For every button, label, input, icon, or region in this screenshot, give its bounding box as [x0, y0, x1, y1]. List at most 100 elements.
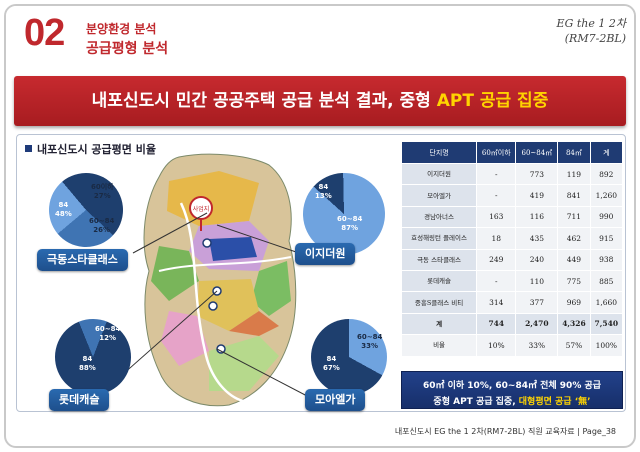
summary-line2: 중형 APT 공급 집중, 대형평면 공급 ‘無’	[402, 391, 622, 407]
table-cell: 744	[476, 312, 517, 336]
section-title: 공급평형 분석	[86, 41, 169, 57]
connector-line	[216, 348, 310, 398]
pie-slice-label: 60이하 27%	[91, 183, 114, 200]
section-subtitle: 분양환경 분석	[86, 22, 157, 36]
zone-public	[209, 237, 257, 261]
table-cell: 116	[515, 205, 559, 229]
pie-slice-label: 84 48%	[55, 201, 72, 218]
table-cell: 711	[557, 205, 591, 229]
table-cell: 비율	[400, 334, 478, 357]
table-row: 롯데캐슬 - 110 775 885	[400, 269, 624, 293]
site-label-moaelga[interactable]: 모아엘가	[305, 389, 366, 411]
table-cell: 4,326	[557, 312, 591, 336]
table-cell: 377	[515, 291, 559, 314]
connector-lines	[112, 212, 310, 398]
table-row: 모아엘가 - 419 841 1,260	[400, 184, 624, 207]
table-header: 계	[589, 141, 624, 164]
main-road	[179, 202, 244, 403]
table-row: 이지더원 - 773 119 892	[400, 162, 624, 186]
table-cell: 435	[515, 227, 559, 250]
table-row: 극동 스타클래스 249 240 449 938	[400, 248, 624, 271]
table-cell: 892	[589, 162, 624, 186]
table-cell: 119	[557, 162, 591, 186]
table-cell: 경남아너스	[400, 205, 478, 229]
complex-point-icon[interactable]	[208, 301, 218, 311]
table-cell: 18	[476, 227, 517, 250]
pie-slice-label: 84 67%	[323, 355, 340, 372]
summary-box: 60㎡ 이하 10%, 60~84㎡ 전체 90% 공급 중형 APT 공급 집…	[401, 371, 623, 409]
pie-slice-label: 60~84 33%	[357, 333, 383, 350]
table-cell: 462	[557, 227, 591, 250]
table-row: 효성해링턴 플레이스 18 435 462 915	[400, 227, 624, 250]
summary-line1: 60㎡ 이하 10%, 60~84㎡ 전체 90% 공급	[422, 381, 602, 391]
content-panel: 내포신도시 공급평면 비율 사업지	[16, 134, 626, 412]
connector-line	[112, 290, 218, 384]
site-label-lottecastle[interactable]: 롯데캐슬	[49, 389, 110, 411]
table-header: 84㎡	[557, 141, 591, 164]
table-header-row: 단지명 60㎡이하 60~84㎡ 84㎡ 계	[400, 141, 624, 164]
table-cell: -	[476, 162, 517, 186]
table-cell: 163	[476, 205, 517, 229]
table-cell: 1,660	[589, 291, 624, 314]
headline-highlight: APT 공급 집중	[436, 91, 549, 111]
table-cell: 57%	[557, 334, 591, 357]
slide-page: 02 분양환경 분석 공급평형 분석 EG the 1 2차 (RM7-2BL)…	[4, 4, 636, 448]
table-row: 경남아너스 163 116 711 990	[400, 205, 624, 229]
table-cell: 885	[589, 269, 624, 293]
slide-header: 02 분양환경 분석 공급평형 분석 EG the 1 2차 (RM7-2BL)	[6, 6, 634, 66]
headline-banner: 내포신도시 민간 공공주택 공급 분석 결과, 중형 APT 공급 집중	[14, 76, 626, 126]
zone-mixed-sw	[161, 311, 209, 366]
pie-slice-label: 84 13%	[315, 183, 332, 200]
pie-slice-label: 60~84 87%	[337, 215, 363, 232]
table-cell: 249	[476, 248, 517, 271]
table-total-row: 계 744 2,470 4,326 7,540	[400, 312, 624, 336]
table-cell: 969	[557, 291, 591, 314]
panel-title: 내포신도시 공급평면 비율	[25, 141, 156, 157]
connector-line	[216, 224, 300, 254]
table-cell: 이지더원	[400, 162, 478, 186]
table-header: 단지명	[400, 141, 478, 164]
zone-park-west	[151, 246, 199, 301]
summary-highlight: 대형평면 공급 ‘無’	[518, 397, 591, 407]
pie-chart-moaelga	[311, 319, 387, 395]
table-cell: 240	[515, 248, 559, 271]
table-cell: 2,470	[515, 312, 559, 336]
pie-slice-label: 84 88%	[79, 355, 96, 372]
table-cell: 938	[589, 248, 624, 271]
complex-point-icon[interactable]	[202, 238, 212, 248]
table-cell: 33%	[515, 334, 559, 357]
bullet-square-icon	[25, 145, 32, 152]
table-cell: 775	[557, 269, 591, 293]
project-name-line2: (RM7-2BL)	[564, 32, 626, 45]
table-cell: 극동 스타클래스	[400, 248, 478, 271]
table-cell: 100%	[589, 334, 624, 357]
table-row: 중흥S클래스 비티 314 377 969 1,660	[400, 291, 624, 314]
table-cell: 419	[515, 184, 559, 207]
project-name: EG the 1 2차 (RM7-2BL)	[557, 16, 626, 46]
page-footer: 내포신도시 EG the 1 2차(RM7-2BL) 직원 교육자료 | Pag…	[394, 427, 616, 436]
table-cell: 990	[589, 205, 624, 229]
project-name-line1: EG the 1 2차	[556, 17, 626, 30]
table-cell: 10%	[476, 334, 517, 357]
site-label-geukdong[interactable]: 극동스타클래스	[37, 249, 128, 271]
table-cell: -	[476, 184, 517, 207]
table-cell: 모아엘가	[400, 184, 478, 207]
table-cell: 110	[515, 269, 559, 293]
table-cell: 1,260	[589, 184, 624, 207]
headline-text: 내포신도시 민간 공공주택 공급 분석 결과, 중형	[91, 91, 437, 111]
pie-slice-label: 60~84 26%	[89, 217, 115, 234]
table-cell: 449	[557, 248, 591, 271]
section-number: 02	[24, 12, 65, 54]
table-cell: 효성해링턴 플레이스	[400, 227, 478, 250]
table-cell: 계	[400, 312, 478, 336]
pie-slice-label: 60~84 12%	[95, 325, 121, 342]
city-map: 사업지	[143, 153, 297, 407]
table-cell: 중흥S클래스 비티	[400, 291, 478, 314]
table-cell: -	[476, 269, 517, 293]
site-marker-label: 사업지	[193, 205, 210, 213]
table-cell: 롯데캐슬	[400, 269, 478, 293]
table-header: 60~84㎡	[515, 141, 559, 164]
zone-park-east	[251, 261, 291, 316]
table-cell: 773	[515, 162, 559, 186]
site-label-easytheone[interactable]: 이지더원	[295, 243, 356, 265]
